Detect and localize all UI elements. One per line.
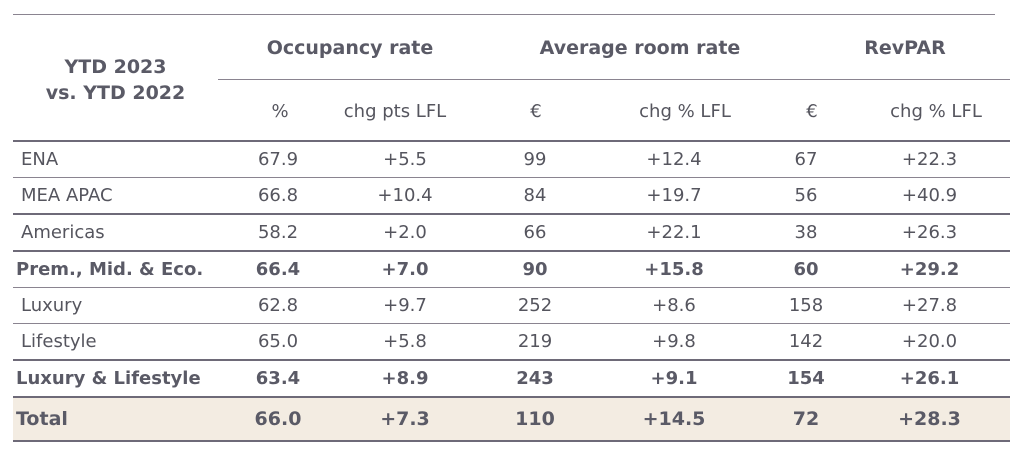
table-row: ENA 67.9 +5.5 99 +12.4 67 +22.3 xyxy=(13,142,1010,178)
cell: +15.8 xyxy=(585,251,763,288)
cell: +14.5 xyxy=(585,397,763,442)
cell: +5.8 xyxy=(325,323,485,361)
cell: 60 xyxy=(763,251,849,288)
subheader-arr-eur: € xyxy=(530,101,542,122)
cell: 38 xyxy=(763,214,849,252)
group-header-rule xyxy=(218,79,1010,80)
period-line-2: vs. YTD 2022 xyxy=(45,82,186,104)
cell: +29.2 xyxy=(849,251,1010,288)
cell: 99 xyxy=(485,142,585,178)
subheader-occ-pct: % xyxy=(271,101,289,122)
table-row: Americas 58.2 +2.0 66 +22.1 38 +26.3 xyxy=(13,214,1010,252)
cell: +26.1 xyxy=(849,360,1010,398)
cell: +12.4 xyxy=(585,142,763,178)
data-table: ENA 67.9 +5.5 99 +12.4 67 +22.3 MEA APAC… xyxy=(13,142,1010,442)
subheader-occ-chg: chg pts LFL xyxy=(343,101,447,122)
cell: 154 xyxy=(763,360,849,398)
cell: +9.7 xyxy=(325,287,485,324)
cell: +2.0 xyxy=(325,214,485,252)
cell: 65.0 xyxy=(231,323,325,361)
cell: +40.9 xyxy=(849,177,1010,215)
cell: 56 xyxy=(763,177,849,215)
subheader-revpar-eur: € xyxy=(806,101,818,122)
row-label: Luxury & Lifestyle xyxy=(13,360,231,398)
period-label: YTD 2023 vs. YTD 2022 xyxy=(13,54,218,106)
cell: 63.4 xyxy=(231,360,325,398)
table-row: MEA APAC 66.8 +10.4 84 +19.7 56 +40.9 xyxy=(13,177,1010,215)
row-label: Total xyxy=(13,397,231,442)
cell: 66 xyxy=(485,214,585,252)
cell: +8.9 xyxy=(325,360,485,398)
cell: +8.6 xyxy=(585,287,763,324)
cell: 62.8 xyxy=(231,287,325,324)
table-row: Luxury 62.8 +9.7 252 +8.6 158 +27.8 xyxy=(13,287,1010,324)
cell: 67.9 xyxy=(231,142,325,178)
cell: 90 xyxy=(485,251,585,288)
table-row-subtotal: Prem., Mid. & Eco. 66.4 +7.0 90 +15.8 60… xyxy=(13,251,1010,288)
cell: +7.0 xyxy=(325,251,485,288)
top-rule xyxy=(13,14,995,15)
cell: +26.3 xyxy=(849,214,1010,252)
group-header-occupancy: Occupancy rate xyxy=(266,37,434,59)
row-label: MEA APAC xyxy=(13,177,231,215)
cell: 219 xyxy=(485,323,585,361)
cell: +9.8 xyxy=(585,323,763,361)
row-label: ENA xyxy=(13,142,231,178)
cell: 66.4 xyxy=(231,251,325,288)
cell: +10.4 xyxy=(325,177,485,215)
subheader-arr-chg: chg % LFL xyxy=(639,101,731,122)
table-row: Lifestyle 65.0 +5.8 219 +9.8 142 +20.0 xyxy=(13,323,1010,361)
cell: 66.8 xyxy=(231,177,325,215)
row-label: Luxury xyxy=(13,287,231,324)
period-line-1: YTD 2023 xyxy=(64,56,167,78)
cell: 142 xyxy=(763,323,849,361)
table-row-total: Total 66.0 +7.3 110 +14.5 72 +28.3 xyxy=(13,397,1010,442)
cell: 67 xyxy=(763,142,849,178)
subheader-revpar-chg: chg % LFL xyxy=(890,101,982,122)
table-row-subtotal: Luxury & Lifestyle 63.4 +8.9 243 +9.1 15… xyxy=(13,360,1010,398)
row-label: Prem., Mid. & Eco. xyxy=(13,251,231,288)
row-label: Americas xyxy=(13,214,231,252)
cell: 158 xyxy=(763,287,849,324)
group-header-avg-room-rate: Average room rate xyxy=(539,37,741,59)
cell: +9.1 xyxy=(585,360,763,398)
row-label: Lifestyle xyxy=(13,323,231,361)
cell: +7.3 xyxy=(325,397,485,442)
cell: +19.7 xyxy=(585,177,763,215)
cell: +28.3 xyxy=(849,397,1010,442)
group-header-revpar: RevPAR xyxy=(864,37,946,59)
cell: +5.5 xyxy=(325,142,485,178)
cell: +27.8 xyxy=(849,287,1010,324)
header-bottom-rule xyxy=(13,140,1010,142)
cell: 110 xyxy=(485,397,585,442)
cell: 84 xyxy=(485,177,585,215)
cell: 252 xyxy=(485,287,585,324)
cell: +22.3 xyxy=(849,142,1010,178)
cell: 58.2 xyxy=(231,214,325,252)
cell: +22.1 xyxy=(585,214,763,252)
cell: 66.0 xyxy=(231,397,325,442)
cell: +20.0 xyxy=(849,323,1010,361)
cell: 243 xyxy=(485,360,585,398)
cell: 72 xyxy=(763,397,849,442)
